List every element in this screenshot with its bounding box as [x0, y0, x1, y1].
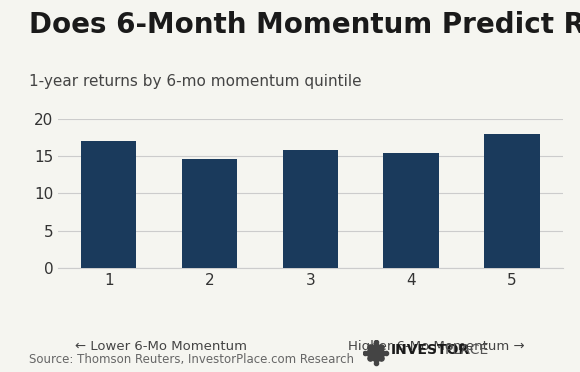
Bar — [182, 159, 237, 268]
Bar — [282, 150, 338, 268]
Text: Source: Thomson Reuters, InvestorPlace.com Research: Source: Thomson Reuters, InvestorPlace.c… — [29, 353, 354, 366]
Text: ← Lower 6-Mo Momentum: ← Lower 6-Mo Momentum — [75, 340, 248, 353]
Bar — [484, 134, 539, 268]
Text: PLACE: PLACE — [444, 343, 488, 357]
Bar — [81, 141, 136, 268]
Text: Higher 6-Mo Momentum →: Higher 6-Mo Momentum → — [348, 340, 525, 353]
Bar — [383, 153, 439, 268]
Text: Does 6-Month Momentum Predict Returns?: Does 6-Month Momentum Predict Returns? — [29, 11, 580, 39]
Text: 1-year returns by 6-mo momentum quintile: 1-year returns by 6-mo momentum quintile — [29, 74, 361, 89]
Text: INVESTOR: INVESTOR — [391, 343, 470, 357]
